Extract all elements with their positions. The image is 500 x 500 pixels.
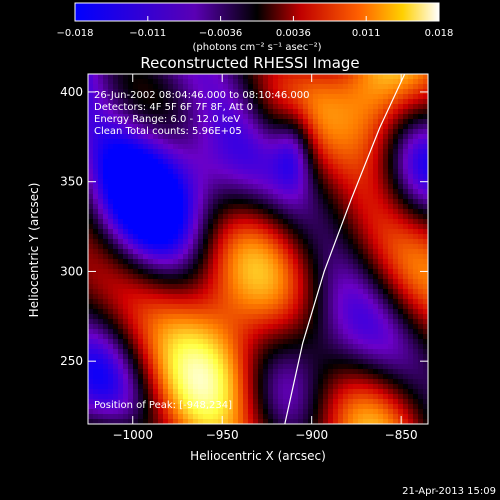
colorbar-ticks: −0.018 −0.011 −0.0036 0.0036 0.011 0.018	[56, 16, 453, 39]
colorbar-units-label: (photons cm⁻² s⁻¹ asec⁻²)	[192, 42, 321, 53]
annotations: 26-Jun-2002 08:04:46.000 to 08:10:46.000…	[94, 90, 310, 411]
annotation-peak: Position of Peak: [-948,234]	[94, 400, 232, 411]
colorbar-tick-label: −0.0036	[199, 28, 242, 39]
colorbar-tick-label: 0.018	[425, 28, 454, 39]
y-tick-label: 300	[60, 264, 83, 278]
y-axis-ticks: 250 300 350 400	[60, 85, 428, 368]
annotation-energy: Energy Range: 6.0 - 12.0 keV	[94, 114, 240, 125]
colorbar: −0.018 −0.011 −0.0036 0.0036 0.011 0.018 (pho…	[56, 2, 453, 53]
x-tick-label: −900	[295, 428, 328, 442]
x-axis-label: Heliocentric X (arcsec)	[190, 449, 326, 463]
colorbar-tick-label: −0.011	[129, 28, 166, 39]
x-tick-label: −950	[206, 428, 239, 442]
solar-limb-curve	[284, 73, 406, 425]
x-tick-label: −1000	[112, 428, 153, 442]
y-axis-label: Heliocentric Y (arcsec)	[27, 183, 41, 318]
colorbar-tick-label: 0.0036	[276, 28, 311, 39]
colorbar-tick-label: 0.011	[352, 28, 381, 39]
annotation-time: 26-Jun-2002 08:04:46.000 to 08:10:46.000	[94, 90, 310, 101]
plot-title: Reconstructed RHESSI Image	[140, 54, 359, 72]
heatmap-image	[88, 74, 428, 424]
y-tick-label: 400	[60, 85, 83, 99]
x-axis-ticks: −1000 −950 −900 −850	[112, 74, 418, 442]
y-tick-label: 250	[60, 354, 83, 368]
plot-frame	[87, 73, 429, 425]
annotation-clean: Clean Total counts: 5.96E+05	[94, 126, 242, 137]
annotation-detectors: Detectors: 4F 5F 6F 7F 8F, Att 0	[94, 102, 253, 113]
y-tick-label: 350	[60, 175, 83, 189]
footer-date: 21-Apr-2013 15:09	[402, 486, 496, 497]
x-tick-label: −850	[385, 428, 418, 442]
colorbar-gradient	[74, 2, 440, 22]
colorbar-tick-label: −0.018	[56, 28, 93, 39]
